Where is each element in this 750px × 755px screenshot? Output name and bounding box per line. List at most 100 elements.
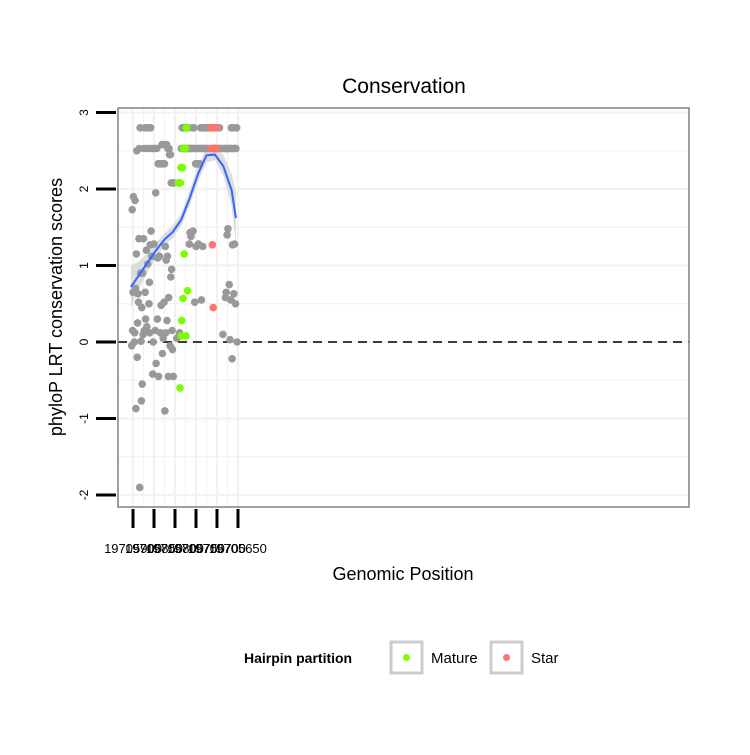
x-tick-label: 19705700: [188, 541, 246, 556]
legend-label-star: Star: [531, 650, 559, 667]
data-point: [197, 296, 206, 304]
legend-dot-star: [503, 654, 510, 661]
data-point: [162, 329, 170, 337]
data-point: [128, 205, 136, 214]
data-point: [166, 150, 175, 159]
data-point: [155, 252, 164, 261]
data-point: [189, 227, 197, 235]
data-point: [168, 326, 176, 335]
data-point: [145, 300, 153, 308]
y-tick-label: 1: [77, 262, 91, 269]
data-point: [130, 338, 139, 346]
data-point: [231, 300, 240, 308]
x-tick-label: 19705850: [125, 541, 183, 556]
series-mature: [174, 124, 192, 392]
data-point: [225, 280, 233, 289]
data-point: [222, 288, 230, 297]
data-point: [226, 335, 234, 344]
data-point: [167, 265, 176, 274]
y-axis: -2 -1 0 1 2 3: [77, 109, 116, 500]
data-point: [190, 124, 198, 132]
data-point: [133, 319, 142, 327]
x-axis: 1970590019705850197058001970575019705700…: [104, 509, 267, 556]
data-point: [152, 359, 160, 368]
data-point: [164, 293, 173, 302]
data-point: [160, 160, 169, 168]
data-point: [177, 316, 186, 325]
data-point: [158, 349, 167, 358]
data-point: [145, 278, 154, 287]
data-point: [181, 144, 190, 153]
data-point: [182, 332, 190, 340]
data-point: [230, 240, 239, 248]
data-point: [153, 315, 162, 323]
data-point: [148, 370, 157, 378]
data-point: [223, 231, 231, 239]
data-point: [143, 322, 151, 331]
legend-title: Hairpin partition: [244, 650, 352, 666]
data-point: [180, 250, 188, 258]
data-point: [224, 225, 232, 233]
data-point: [169, 372, 178, 381]
y-tick-label: 0: [77, 338, 91, 345]
legend-dot-mature: [403, 654, 410, 661]
plot-panel: -2 -1 0 1 2 3 19705900197058501970580019705750…: [77, 107, 690, 556]
data-point: [150, 240, 158, 248]
chart-title: Conservation: [342, 75, 466, 98]
data-point: [230, 290, 238, 298]
legend: Hairpin partition Mature Star: [244, 640, 559, 675]
y-tick-label: 3: [77, 109, 91, 116]
y-axis-label: phyloP LRT conservation scores: [46, 178, 66, 436]
data-point: [219, 330, 227, 339]
data-point: [135, 483, 144, 492]
data-point: [233, 338, 241, 346]
y-tick-label: -1: [77, 413, 91, 424]
data-point: [185, 240, 194, 248]
data-point: [232, 144, 240, 153]
data-point: [132, 250, 141, 258]
data-point: [137, 337, 145, 346]
data-point: [208, 241, 217, 249]
data-point: [183, 286, 192, 295]
data-point: [213, 124, 221, 132]
data-point: [209, 303, 217, 312]
data-point: [151, 189, 160, 197]
data-point: [228, 355, 236, 363]
data-point: [160, 298, 168, 307]
data-point: [147, 227, 155, 235]
data-point: [176, 179, 185, 187]
series-star: [206, 124, 221, 312]
data-point: [139, 234, 148, 243]
data-point: [132, 404, 140, 413]
data-point: [146, 124, 155, 132]
data-point: [176, 384, 184, 392]
data-point: [141, 315, 150, 323]
plot-content: [118, 124, 689, 492]
data-point: [212, 144, 221, 153]
data-point: [133, 353, 141, 362]
x-tick-label: 19705750: [167, 541, 225, 556]
data-point: [179, 294, 187, 303]
smooth-confidence-band: [130, 147, 236, 308]
data-point: [141, 288, 149, 297]
y-tick-label: -2: [77, 489, 91, 500]
x-axis-label: Genomic Position: [332, 564, 473, 584]
data-point: [182, 124, 191, 132]
legend-label-mature: Mature: [431, 650, 478, 667]
data-point: [138, 380, 146, 388]
data-point: [154, 372, 163, 381]
data-point: [163, 316, 171, 325]
x-tick-label: 19705800: [146, 541, 204, 556]
y-tick-label: 2: [77, 185, 91, 192]
data-point: [190, 298, 199, 307]
data-point: [232, 124, 241, 132]
data-point: [165, 144, 173, 153]
x-tick-label: 19705900: [104, 541, 162, 556]
data-point: [130, 329, 139, 337]
data-point: [149, 338, 157, 346]
smooth-line: [130, 153, 237, 288]
data-point: [134, 290, 142, 298]
data-point: [161, 407, 169, 415]
